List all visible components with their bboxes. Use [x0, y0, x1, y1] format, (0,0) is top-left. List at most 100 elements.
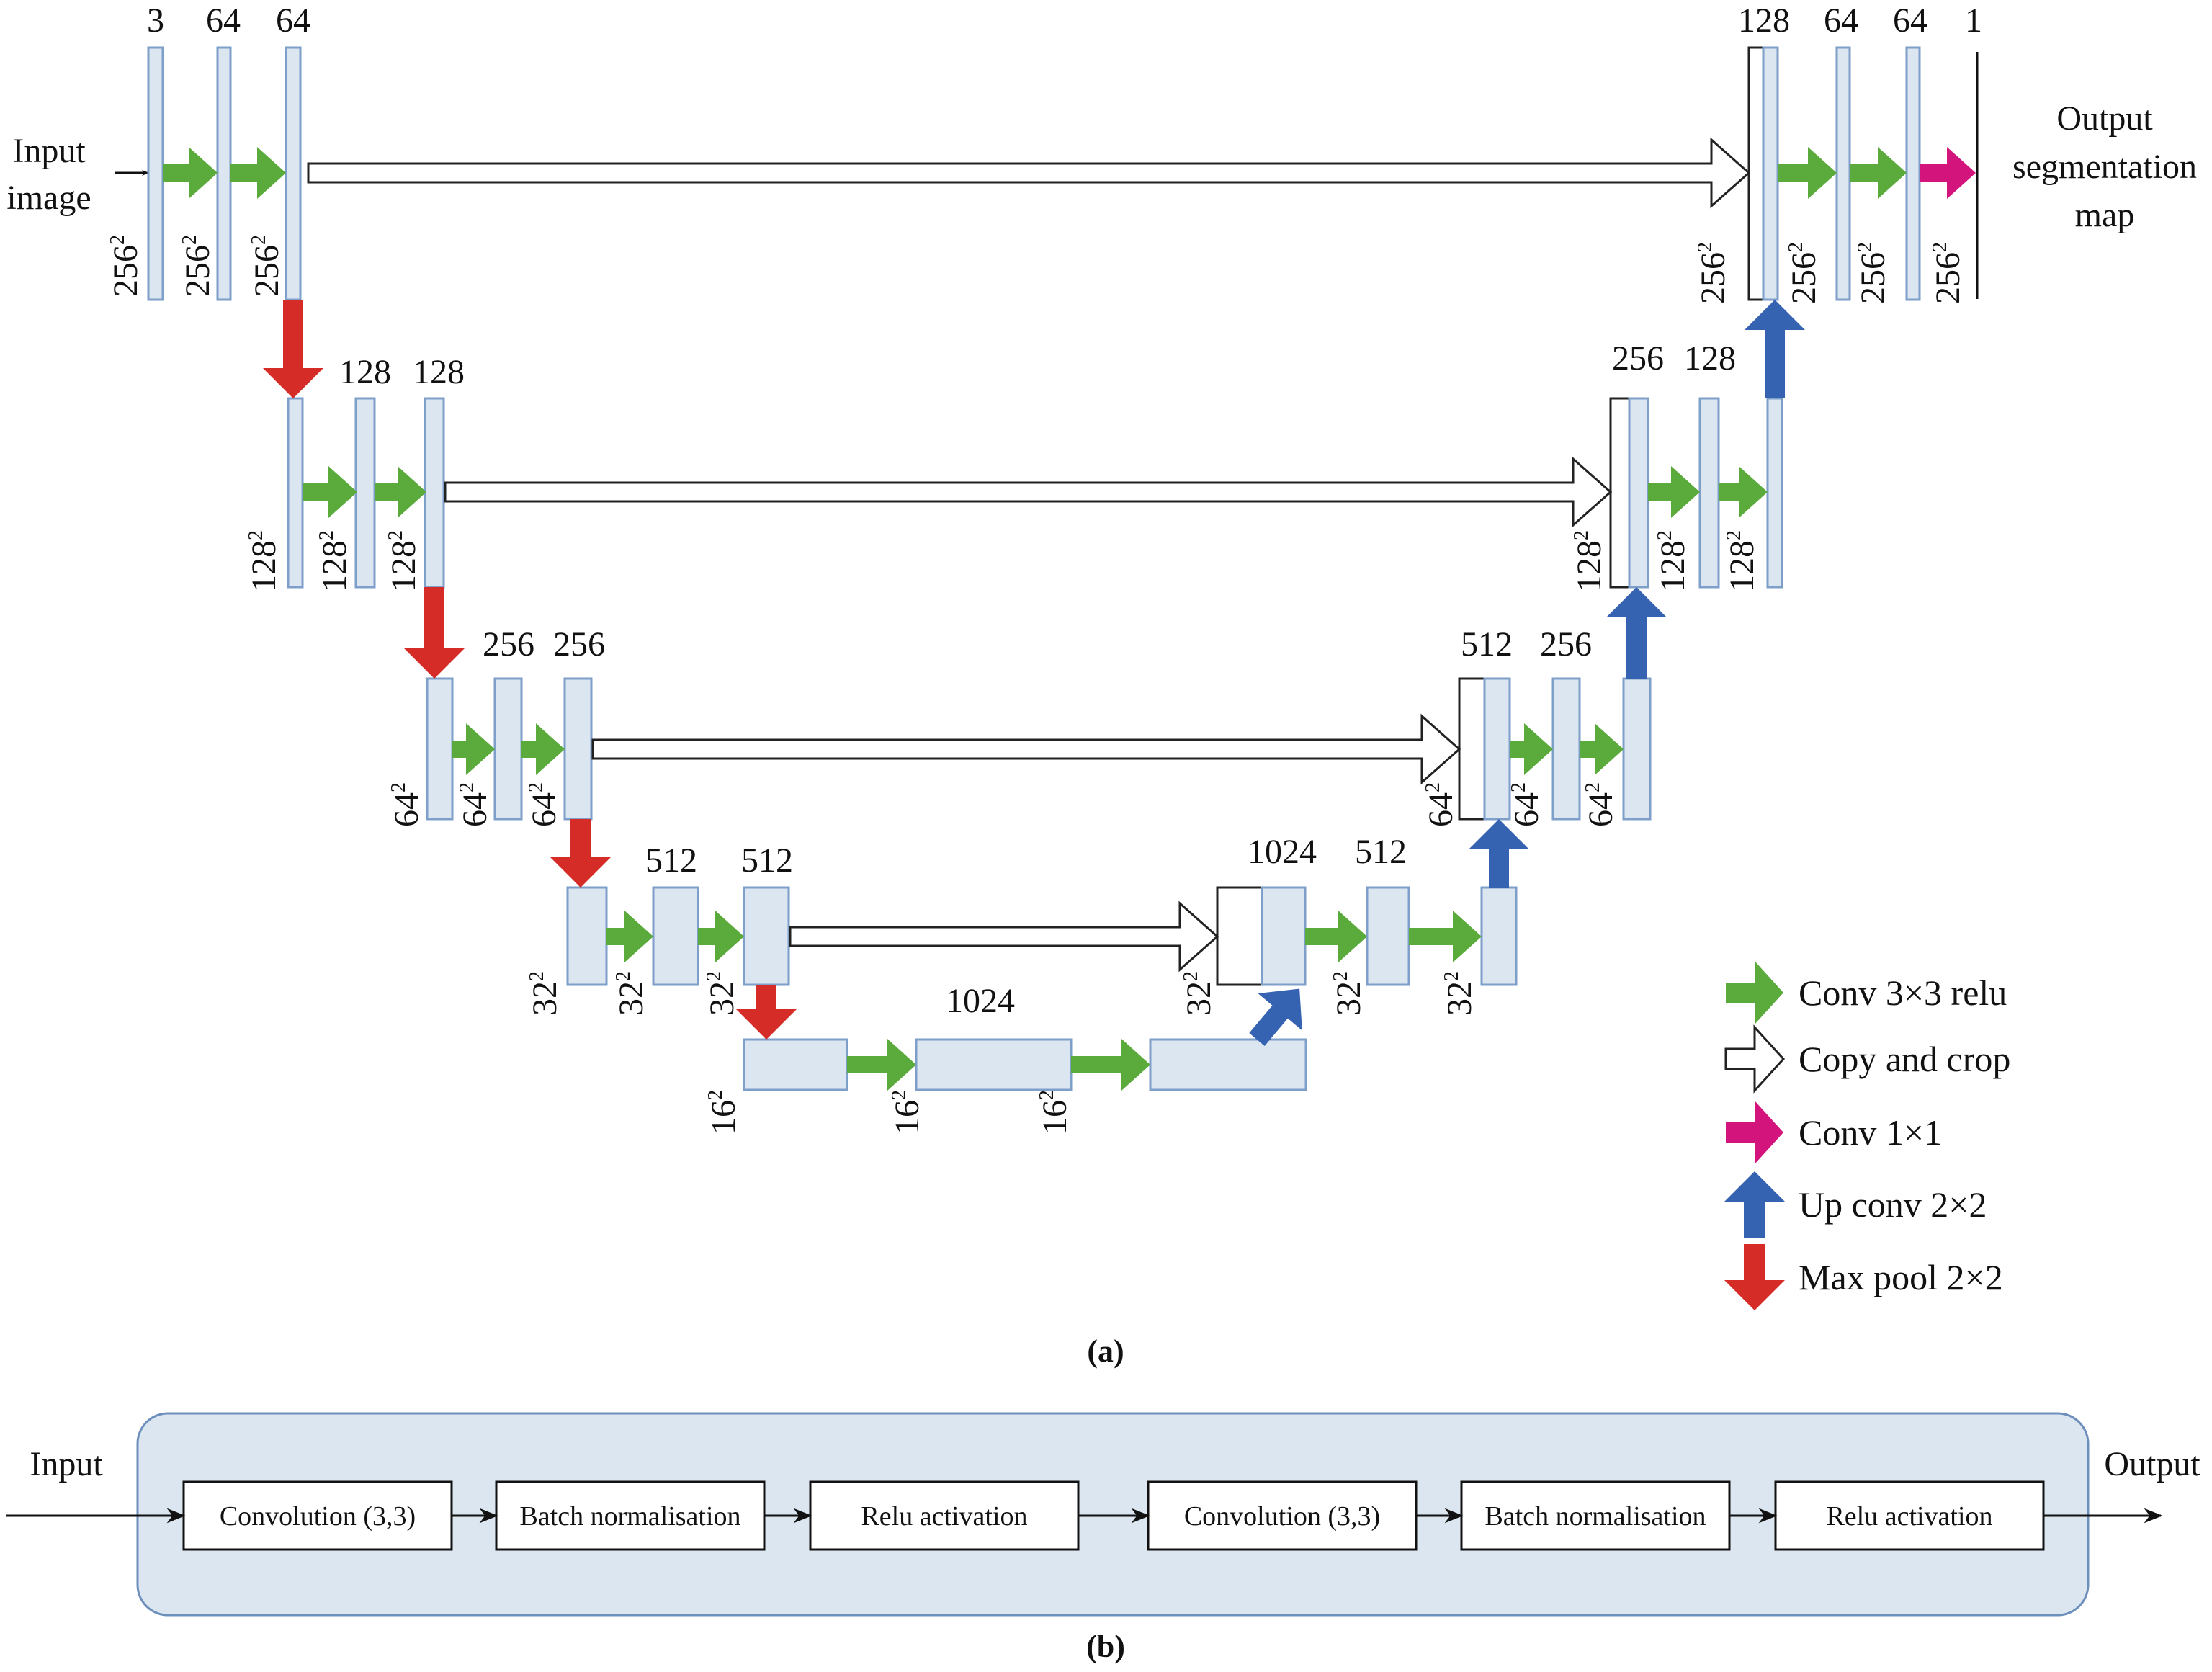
- copy-crop-l2: [444, 456, 1613, 528]
- upconv-u1: [1745, 300, 1805, 398]
- caption-b: (b): [1086, 1629, 1125, 1664]
- upconv-u4: [1249, 988, 1302, 1046]
- step-label: Batch normalisation: [1485, 1501, 1706, 1532]
- channel-count-out: 1: [1965, 1, 1982, 40]
- spatial-size-l2-c: 1282: [385, 530, 423, 592]
- input-image-label-line2: image: [6, 179, 91, 217]
- spatial-size-u2-c: 1282: [1723, 530, 1761, 592]
- spatial-size-u1-c: 2562: [1854, 242, 1892, 304]
- channel-count-l4-c1: 512: [645, 841, 697, 880]
- spatial-size-base: 128: [1570, 540, 1608, 592]
- feature-map-block-u4-b2: [1366, 886, 1410, 986]
- feature-map-block-l2-b2: [354, 397, 376, 589]
- conv-l5-2: [1071, 1039, 1150, 1091]
- spatial-size-l3-c: 642: [525, 782, 563, 827]
- conv-block-step-5: Batch normalisation: [1460, 1480, 1731, 1551]
- spatial-size-exponent: 2: [1694, 242, 1716, 252]
- step-label: Relu activation: [861, 1501, 1027, 1532]
- spatial-size-exponent: 2: [315, 530, 338, 540]
- channel-count-l1-in: 3: [147, 1, 164, 40]
- upconv-u2: [1606, 587, 1667, 679]
- spatial-size-exponent: 2: [888, 1090, 910, 1100]
- spatial-size-exponent: 2: [1330, 971, 1352, 981]
- channel-count-l4-c2: 512: [741, 841, 793, 880]
- feature-map-block-u3-b2: [1551, 677, 1581, 821]
- spatial-size-l5-a: 162: [704, 1090, 743, 1135]
- spatial-size-exponent: 2: [1929, 242, 1951, 252]
- maxpool-l1: [263, 300, 323, 398]
- spatial-size-base: 64: [456, 792, 494, 827]
- spatial-size-u4-a: 322: [1180, 971, 1218, 1016]
- panel-b-conv-block: Input Output Convolution (3,3) Batch norm…: [6, 1412, 2200, 1664]
- legend-label-conv1x1: Conv 1×1: [1799, 1112, 1942, 1153]
- spatial-size-base: 64: [525, 792, 563, 827]
- spatial-size-base: 256: [1929, 252, 1967, 304]
- spatial-size-base: 32: [1330, 981, 1368, 1016]
- feature-map-block-l2-b1: [287, 397, 304, 589]
- spatial-size-l1-c: 2562: [248, 235, 286, 297]
- spatial-size-exponent: 2: [388, 782, 410, 792]
- spatial-size-base: 256: [179, 245, 217, 297]
- conv-l1-1: [163, 147, 218, 199]
- feature-map-block-l3-b2: [493, 677, 523, 821]
- conv-u4-1: [1305, 911, 1367, 962]
- legend-item-conv: Conv 3×3 relu: [1726, 961, 2007, 1024]
- channel-count-l5-c1: 1024: [946, 982, 1015, 1020]
- channel-count-u2-c1: 128: [1684, 339, 1736, 377]
- spatial-size-base: 256: [1694, 252, 1732, 304]
- spatial-size-exponent: 2: [1422, 782, 1444, 792]
- legend-maxpool-icon: [1724, 1244, 1785, 1310]
- channel-count-l3-c1: 256: [483, 625, 534, 663]
- conv-l2-2: [375, 466, 426, 518]
- feature-map-block-u4-b1: [1261, 886, 1307, 986]
- conv-l4-1: [606, 911, 653, 962]
- feature-map-block-l5-b3: [1149, 1038, 1307, 1091]
- conv-u3-1: [1510, 723, 1553, 775]
- conv-block-step-3: Relu activation: [809, 1480, 1080, 1551]
- spatial-size-base: 128: [245, 540, 283, 592]
- conv-l3-2: [521, 723, 565, 775]
- spatial-size-u1-b: 2562: [1785, 242, 1823, 304]
- channel-count-l2-c2: 128: [413, 353, 465, 391]
- panel-b-output-label: Output: [2104, 1445, 2200, 1483]
- caption-a: (a): [1087, 1333, 1124, 1369]
- feature-map-block-u2-b3: [1766, 397, 1783, 589]
- spatial-size-u2-b: 1282: [1654, 530, 1692, 592]
- channel-count-u3-cat: 512: [1461, 625, 1513, 663]
- conv-block-step-2: Batch normalisation: [495, 1480, 766, 1551]
- spatial-size-base: 64: [1508, 792, 1546, 827]
- spatial-size-exponent: 2: [612, 971, 635, 981]
- upconv-u3: [1469, 819, 1529, 888]
- legend-conv1x1-icon: [1726, 1101, 1783, 1164]
- feature-map-block-u3-b3: [1622, 677, 1652, 821]
- step-label: Convolution (3,3): [220, 1501, 416, 1532]
- maxpool-l3: [550, 819, 611, 888]
- spatial-size-base: 128: [1654, 540, 1692, 592]
- conv-l2-1: [303, 466, 357, 518]
- legend-label-upconv: Up conv 2×2: [1799, 1184, 1987, 1225]
- step-label: Batch normalisation: [519, 1501, 740, 1532]
- feature-map-block-u1-b2: [1835, 46, 1851, 301]
- spatial-size-l4-c: 322: [703, 971, 741, 1016]
- legend-item-maxpool: Max pool 2×2: [1724, 1244, 2003, 1310]
- channel-count-l1-c1: 64: [206, 1, 241, 40]
- legend-copy-icon: [1724, 1024, 1786, 1094]
- feature-map-block-l3-b3: [563, 677, 593, 821]
- spatial-size-u4-c: 322: [1441, 971, 1479, 1016]
- channel-count-l2-c1: 128: [339, 353, 391, 391]
- spatial-size-base: 16: [704, 1100, 743, 1135]
- spatial-size-exponent: 2: [179, 235, 201, 245]
- channel-count-l3-c2: 256: [553, 625, 605, 663]
- spatial-size-exponent: 2: [526, 971, 548, 981]
- conv-block-step-6: Relu activation: [1774, 1480, 2045, 1551]
- channel-count-u1-c2: 64: [1893, 1, 1927, 40]
- spatial-size-base: 256: [1854, 252, 1892, 304]
- step-box: [182, 1480, 453, 1551]
- legend-label-copy: Copy and crop: [1799, 1039, 2010, 1079]
- spatial-size-u2-a: 1282: [1570, 530, 1608, 592]
- spatial-size-base: 16: [1036, 1100, 1074, 1135]
- spatial-size-u3-c: 642: [1582, 782, 1620, 827]
- step-label: Convolution (3,3): [1184, 1501, 1380, 1532]
- feature-map-block-l4-b2: [652, 886, 699, 986]
